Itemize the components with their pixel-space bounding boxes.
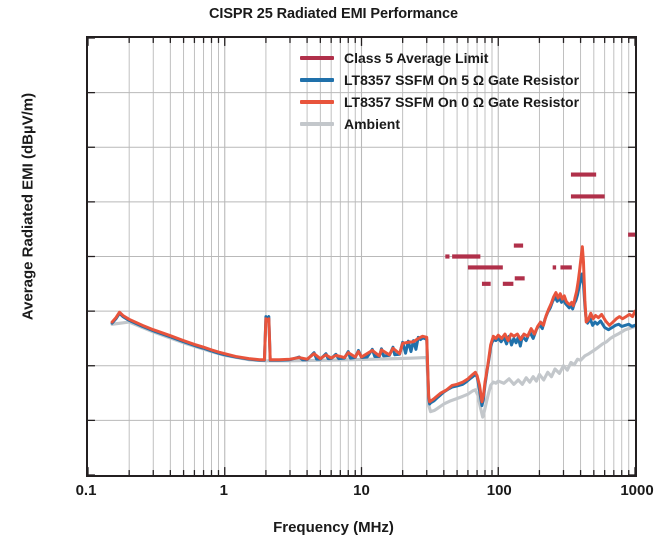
legend-label: LT8357 SSFM On 0 Ω Gate Resistor bbox=[344, 94, 580, 110]
legend-color-swatch bbox=[300, 77, 334, 83]
x-tick-label: 10 bbox=[353, 482, 370, 499]
chart-legend: Class 5 Average Limit LT8357 SSFM On 5 Ω … bbox=[300, 48, 579, 134]
legend-item: LT8357 SSFM On 5 Ω Gate Resistor bbox=[300, 70, 579, 90]
legend-label: LT8357 SSFM On 5 Ω Gate Resistor bbox=[344, 72, 580, 88]
y-axis-label: Average Radiated EMI (dBµV/m) bbox=[19, 92, 37, 321]
legend-label: Ambient bbox=[344, 116, 400, 132]
x-axis-label: Frequency (MHz) bbox=[273, 519, 394, 536]
chart-title: CISPR 25 Radiated EMI Performance bbox=[209, 6, 458, 22]
x-tick-label: 1 bbox=[219, 482, 228, 499]
legend-color-swatch bbox=[300, 99, 334, 105]
legend-label: Class 5 Average Limit bbox=[344, 50, 489, 66]
legend-item: LT8357 SSFM On 0 Ω Gate Resistor bbox=[300, 92, 579, 112]
legend-color-swatch bbox=[300, 121, 334, 127]
legend-color-swatch bbox=[300, 55, 334, 61]
x-tick-label: 0.1 bbox=[75, 482, 97, 499]
plot-area bbox=[86, 36, 637, 477]
legend-item: Class 5 Average Limit bbox=[300, 48, 579, 68]
plot-canvas bbox=[88, 38, 635, 475]
x-tick-label: 100 bbox=[486, 482, 512, 499]
x-tick-label: 1000 bbox=[620, 482, 654, 499]
legend-item: Ambient bbox=[300, 114, 579, 134]
